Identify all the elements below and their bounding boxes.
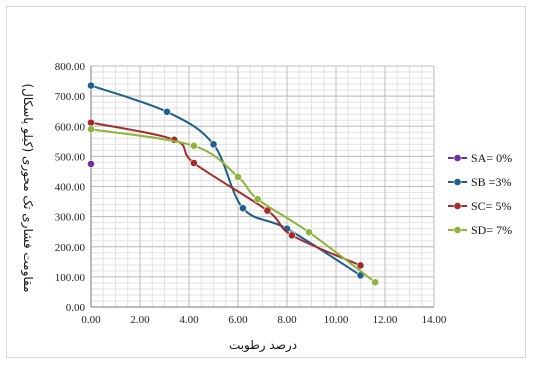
data-point: [87, 118, 95, 127]
series-line: [90, 121, 361, 267]
data-point: [209, 140, 218, 149]
data-point: [87, 125, 95, 134]
legend: SA= 0% SB =3% SC= 5% SD= 7%: [448, 151, 512, 237]
y-tick-label: 600.00: [55, 121, 86, 133]
x-tick-label: 0.00: [81, 314, 101, 326]
y-tick-label: 0.00: [66, 302, 86, 314]
legend-item: SC= 5%: [448, 199, 511, 213]
chart-frame: [6, 6, 526, 358]
series-1: [87, 160, 95, 168]
legend-label: SA= 0%: [471, 151, 512, 165]
x-tick-label: 14.00: [422, 314, 447, 326]
x-tick-label: 10.00: [324, 314, 349, 326]
data-point: [189, 159, 198, 167]
x-axis-title: درصد رطوبت: [229, 338, 297, 353]
legend-item: SA= 0%: [448, 151, 512, 165]
series-line: [90, 84, 362, 277]
y-tick-label: 500.00: [55, 151, 86, 163]
x-tick-label: 12.00: [373, 314, 398, 326]
data-point: [234, 172, 242, 181]
tick-labels: 0.00 2.00 4.00 6.00 8.00 10.00 12.00 14.00 0.00 1…: [55, 61, 447, 326]
legend-label: SD= 7%: [471, 223, 512, 237]
x-tick-label: 4.00: [179, 314, 199, 326]
data-point: [371, 278, 380, 287]
legend-marker: [453, 154, 462, 162]
legend-marker: [453, 202, 462, 210]
series-line: [90, 128, 376, 284]
y-tick-label: 100.00: [55, 272, 86, 284]
legend-item: SB =3%: [448, 175, 511, 189]
legend-label: SC= 5%: [471, 199, 511, 213]
legend-item: SD= 7%: [448, 223, 512, 237]
y-tick-label: 400.00: [55, 182, 86, 194]
data-point: [305, 228, 313, 237]
data-point: [238, 204, 247, 213]
data-point: [189, 141, 198, 150]
series-2: [87, 81, 365, 280]
data-point: [87, 160, 95, 168]
y-axis-title: مقاومت فشاری تک محوری (کیلو پاسکال): [20, 83, 35, 292]
x-tick-label: 8.00: [277, 314, 297, 326]
y-tick-label: 200.00: [55, 242, 86, 254]
legend-marker: [453, 226, 462, 234]
grid: [90, 65, 435, 308]
y-tick-label: 700.00: [55, 91, 86, 103]
legend-label: SB =3%: [471, 175, 511, 189]
y-tick-label: 800.00: [55, 61, 86, 73]
y-tick-label: 300.00: [55, 212, 86, 224]
data-point: [163, 107, 171, 116]
series-4: [87, 125, 380, 287]
data-point: [253, 195, 262, 204]
x-tick-label: 6.00: [228, 314, 248, 326]
data-point: [287, 231, 296, 240]
data-point: [87, 81, 95, 90]
legend-marker: [453, 178, 462, 186]
x-tick-label: 2.00: [130, 314, 150, 326]
axes: [90, 66, 434, 308]
data-point: [356, 261, 365, 270]
series-lines: [87, 81, 380, 287]
